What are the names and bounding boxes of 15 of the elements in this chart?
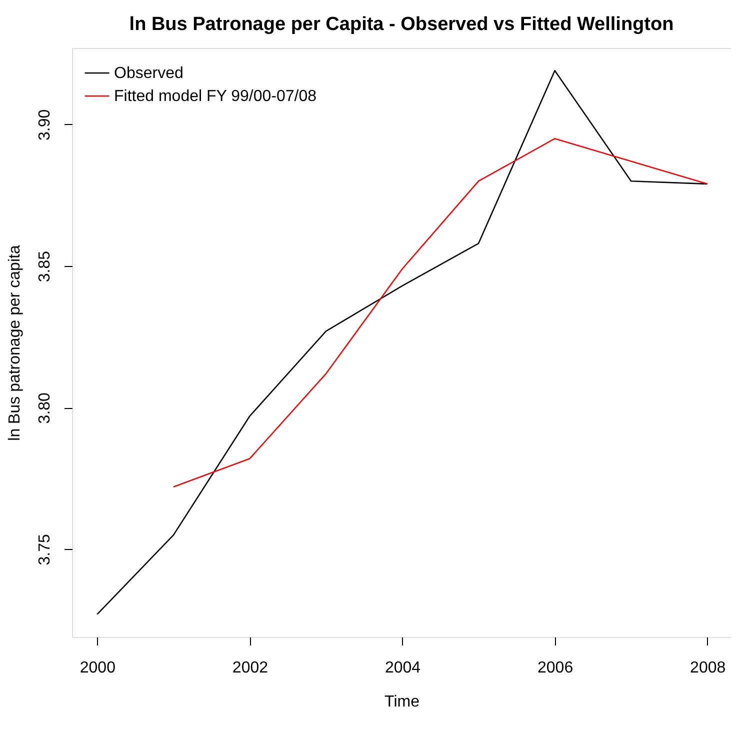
line-series <box>172 138 708 488</box>
y-tick-label: 3.90 <box>36 109 54 141</box>
legend-label: Observed <box>114 65 184 82</box>
legend-label: Fitted model FY 99/00-07/08 <box>114 88 317 105</box>
chart-title: ln Bus Patronage per Capita - Observed vs Fitted Wellington <box>129 14 674 35</box>
y-tick-label: 3.85 <box>36 250 54 282</box>
x-tick-label: 2002 <box>232 660 268 676</box>
x-tick-label: 2006 <box>538 660 574 676</box>
y-tick-label: 3.80 <box>36 392 54 424</box>
x-axis-title: Time <box>384 694 420 710</box>
y-tick-label: 3.75 <box>36 534 54 566</box>
x-tick-label: 2000 <box>80 660 116 676</box>
y-axis-title: ln Bus patronage per capita <box>6 245 24 441</box>
x-tick-label: 2004 <box>384 660 421 676</box>
x-tick-label: 2008 <box>690 660 726 676</box>
